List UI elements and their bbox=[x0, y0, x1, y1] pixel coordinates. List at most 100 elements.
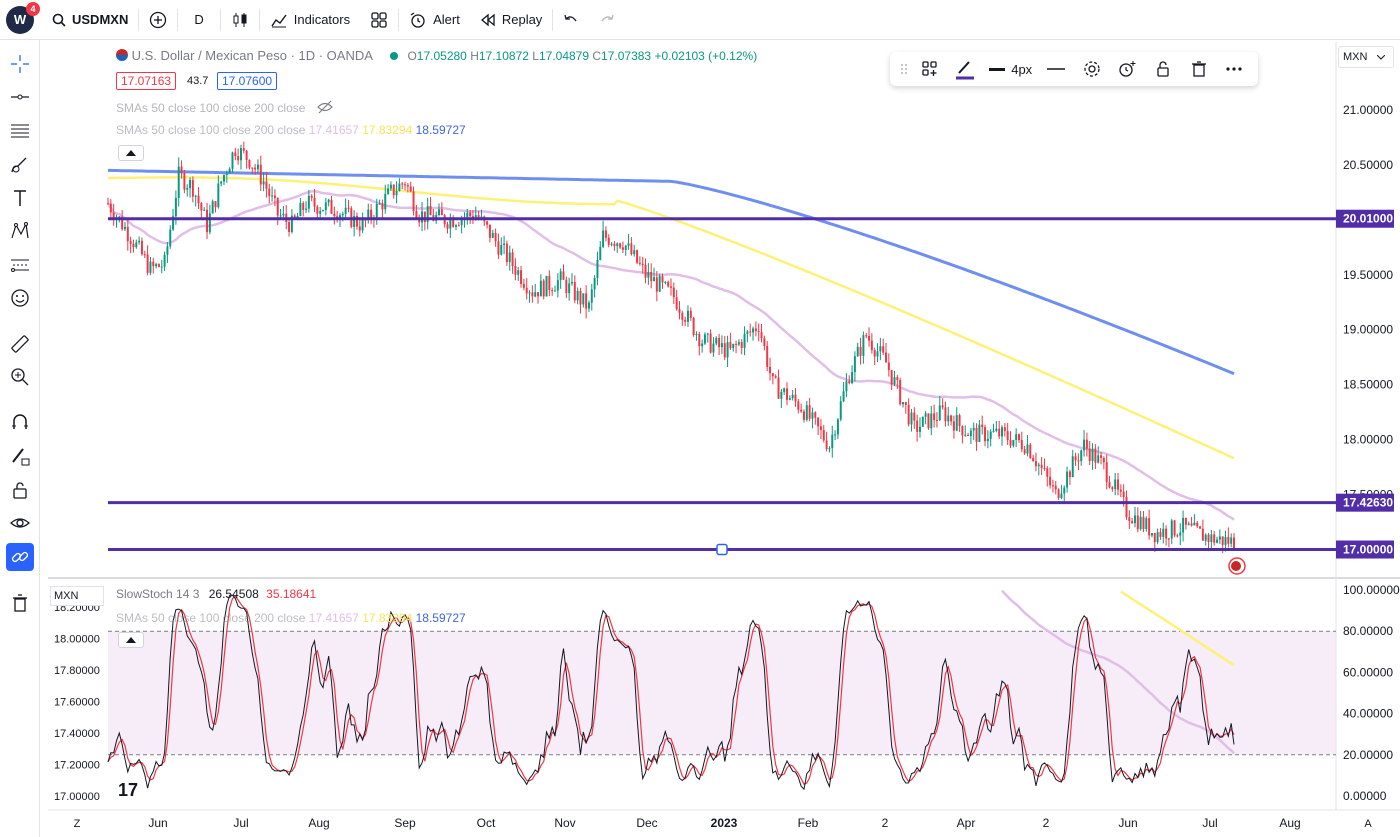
candle-body bbox=[1139, 516, 1142, 530]
alarm-plus-icon bbox=[1119, 61, 1136, 77]
candle-body bbox=[486, 221, 489, 225]
crosshair-tool[interactable] bbox=[6, 50, 34, 78]
candle-body bbox=[675, 297, 678, 310]
candle-body bbox=[941, 405, 944, 408]
line-width-button[interactable]: 4px bbox=[983, 54, 1038, 84]
chart-type-button[interactable] bbox=[221, 0, 259, 40]
undo-button[interactable] bbox=[553, 0, 589, 40]
magnet-tool[interactable] bbox=[6, 408, 34, 436]
remove-drawings-tool[interactable] bbox=[6, 589, 34, 617]
candle-body bbox=[426, 206, 429, 223]
candle-body bbox=[814, 412, 817, 418]
interval-label: D bbox=[194, 12, 204, 27]
text-icon bbox=[14, 190, 26, 206]
lock-all-tool[interactable] bbox=[6, 476, 34, 504]
symbol-legend: U.S. Dollar / Mexican Peso · 1D · OANDA … bbox=[116, 48, 757, 63]
compare-button[interactable] bbox=[139, 0, 177, 40]
candles-icon bbox=[233, 12, 247, 27]
collapse-legend-button[interactable] bbox=[118, 145, 144, 161]
line-style-button[interactable] bbox=[1038, 54, 1074, 84]
candle-body bbox=[1204, 534, 1207, 541]
stoch-k-line bbox=[107, 594, 1235, 791]
candle-body bbox=[282, 213, 285, 216]
candle-body bbox=[231, 152, 234, 169]
candle-body bbox=[644, 264, 647, 278]
candle-body bbox=[1148, 518, 1151, 536]
line-style-icon bbox=[1047, 68, 1066, 70]
candle-body bbox=[763, 338, 766, 346]
currency-selector[interactable]: MXN bbox=[1338, 46, 1394, 68]
symbol-search[interactable]: USDMXN bbox=[42, 0, 138, 40]
drag-handle[interactable] bbox=[896, 54, 912, 84]
brush-icon bbox=[11, 157, 27, 173]
stoch-sma50-value: 17.41657 bbox=[308, 611, 359, 625]
layouts-button[interactable] bbox=[360, 0, 398, 40]
sync-drawings-tool[interactable] bbox=[6, 543, 34, 571]
chevron-up-icon bbox=[126, 637, 136, 643]
add-alert-button[interactable] bbox=[1110, 54, 1146, 84]
candle-body bbox=[650, 271, 653, 282]
candle-body bbox=[129, 241, 132, 244]
candle-body bbox=[528, 292, 531, 294]
more-button[interactable] bbox=[1216, 54, 1252, 84]
candle-body bbox=[1071, 456, 1074, 478]
stoch-scale-currency[interactable]: MXN bbox=[50, 586, 104, 606]
gear-icon bbox=[1084, 61, 1100, 77]
stoch-k-value: 26.54508 bbox=[208, 587, 259, 601]
fib-tool[interactable] bbox=[6, 117, 34, 145]
stoch-left-tick: 17.40000 bbox=[54, 728, 100, 740]
candle-body bbox=[361, 219, 364, 231]
time-tick-label: Dec bbox=[636, 816, 657, 830]
candle-body bbox=[223, 175, 225, 182]
eye-off-icon[interactable] bbox=[316, 100, 333, 114]
forecast-tool[interactable] bbox=[6, 251, 34, 279]
candle-body bbox=[296, 215, 299, 218]
candle-body bbox=[599, 246, 602, 260]
candle-body bbox=[760, 332, 763, 339]
measure-tool[interactable] bbox=[6, 330, 34, 358]
candle-body bbox=[208, 213, 211, 233]
candle-body bbox=[633, 250, 636, 255]
sell-price-box[interactable]: 17.07163 bbox=[116, 72, 177, 90]
trash-icon bbox=[1191, 61, 1206, 77]
delete-button[interactable] bbox=[1181, 54, 1217, 84]
settings-button[interactable] bbox=[1074, 54, 1110, 84]
replay-button[interactable]: Replay bbox=[470, 0, 552, 40]
link-icon bbox=[11, 551, 29, 563]
buy-price-box[interactable]: 17.07600 bbox=[217, 72, 278, 90]
interval-button[interactable]: D bbox=[178, 0, 219, 40]
icons-tool[interactable] bbox=[6, 284, 34, 312]
collapse-stoch-button[interactable] bbox=[118, 632, 144, 648]
brush-tool[interactable] bbox=[6, 151, 34, 179]
lock-drawing-tool[interactable] bbox=[6, 442, 34, 470]
alert-label: Alert bbox=[433, 12, 460, 27]
pattern-tool[interactable] bbox=[6, 217, 34, 245]
text-tool[interactable] bbox=[6, 184, 34, 212]
horizontal-lines[interactable] bbox=[108, 217, 1336, 556]
candle-body bbox=[984, 427, 987, 442]
trend-line-tool[interactable] bbox=[6, 83, 34, 111]
hide-drawings-tool[interactable] bbox=[6, 509, 34, 537]
indicators-button[interactable]: Indicators bbox=[260, 0, 360, 40]
candle-body bbox=[981, 424, 984, 428]
price-line-label-bg bbox=[1336, 209, 1394, 228]
candle-body bbox=[169, 229, 172, 247]
candle-body bbox=[497, 241, 500, 255]
candle-body bbox=[964, 434, 967, 436]
candle-body bbox=[313, 197, 316, 207]
candle-body bbox=[440, 209, 443, 216]
candle-body bbox=[126, 226, 129, 242]
line-color-button[interactable] bbox=[947, 54, 983, 84]
lock-button[interactable] bbox=[1145, 54, 1181, 84]
forecast-icon bbox=[11, 259, 29, 272]
template-button[interactable] bbox=[912, 54, 948, 84]
candle-body bbox=[225, 173, 228, 176]
redo-button[interactable] bbox=[589, 0, 625, 40]
alert-button[interactable]: Alert bbox=[399, 0, 470, 40]
zoom-tool[interactable] bbox=[6, 363, 34, 391]
candle-body bbox=[1165, 528, 1168, 539]
candle-body bbox=[1216, 539, 1219, 543]
candle-body bbox=[500, 244, 503, 255]
